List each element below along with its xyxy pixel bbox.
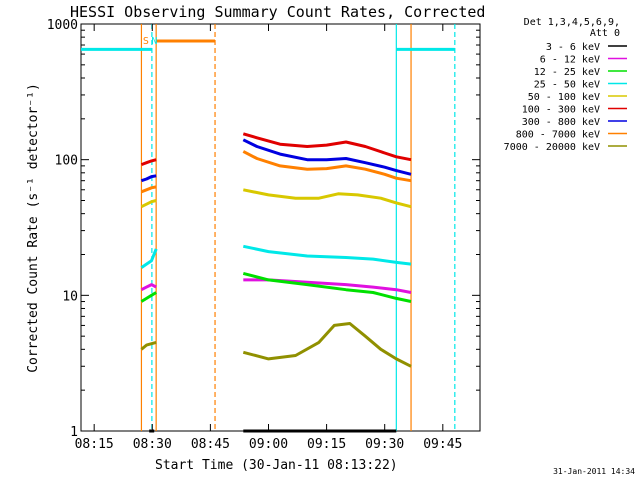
series-line-6-0 xyxy=(140,174,157,183)
y-axis-label: Corrected Count Rate (s⁻¹ detector⁻¹) xyxy=(26,83,41,373)
series-line-8-0 xyxy=(140,340,157,351)
series-group xyxy=(140,132,412,433)
x-tick-label-5: 09:30 xyxy=(365,437,404,452)
axes: 08:15 08:30 08:45 09:00 09:15 09:30 09:45 1 10 10… xyxy=(47,18,480,452)
y-tick-label-2: 100 xyxy=(55,154,78,169)
legend-label-2: 12 - 25 keV xyxy=(534,67,600,78)
legend-label-1: 6 - 12 keV xyxy=(540,55,600,66)
series-line-3-1 xyxy=(242,244,412,266)
legend-label-6: 300 - 800 keV xyxy=(522,117,600,128)
legend-label-4: 50 - 100 keV xyxy=(528,92,600,103)
legend-label-0: 3 - 6 keV xyxy=(546,42,600,53)
x-tick-label-0: 08:15 xyxy=(75,437,114,452)
series-line-7-1 xyxy=(242,150,412,183)
series-line-7-0 xyxy=(140,185,157,194)
series-line-5-1 xyxy=(242,132,412,162)
vertical-markers xyxy=(140,24,456,431)
legend-label-8: 7000 - 20000 keV xyxy=(504,142,600,153)
legend-label-5: 100 - 300 keV xyxy=(522,105,600,116)
x-axis-label: Start Time (30-Jan-11 08:13:22) xyxy=(155,458,398,473)
series-line-3-0 xyxy=(140,248,158,269)
footer-date: 31-Jan-2011 14:34 xyxy=(553,467,635,476)
legend-label-7: 800 - 7000 keV xyxy=(516,130,600,141)
chart-title: HESSI Observing Summary Count Rates, Cor… xyxy=(70,3,485,21)
series-line-4-1 xyxy=(243,188,412,209)
x-tick-label-1: 08:30 xyxy=(133,437,172,452)
x-tick-label-6: 09:45 xyxy=(423,437,462,452)
series-line-4-0 xyxy=(140,199,157,209)
x-tick-label-2: 08:45 xyxy=(191,437,230,452)
annotation-s: S xyxy=(143,36,149,47)
annotation-n: N xyxy=(151,36,157,47)
legend-label-3: 25 - 50 keV xyxy=(534,80,600,91)
legend-header-0: Det 1,3,4,5,6,9, xyxy=(524,17,620,28)
y-tick-label-1: 10 xyxy=(62,289,78,304)
level-bars xyxy=(81,39,455,51)
series-line-2-0 xyxy=(140,291,157,303)
series-line-5-0 xyxy=(140,158,157,167)
series-line-2-1 xyxy=(242,271,412,303)
x-tick-label-4: 09:15 xyxy=(307,437,346,452)
series-line-1-0 xyxy=(140,283,157,292)
series-line-8-1 xyxy=(242,322,412,368)
legend-header-1: Att 0 xyxy=(590,28,620,39)
x-tick-label-3: 09:00 xyxy=(249,437,288,452)
y-tick-label-0: 1 xyxy=(70,425,78,440)
series-line-6-1 xyxy=(242,138,412,176)
legend: Det 1,3,4,5,6,9,Att 0 3 - 6 keV 6 - 12 keV… xyxy=(504,17,627,153)
y-tick-label-3: 1000 xyxy=(47,18,78,33)
